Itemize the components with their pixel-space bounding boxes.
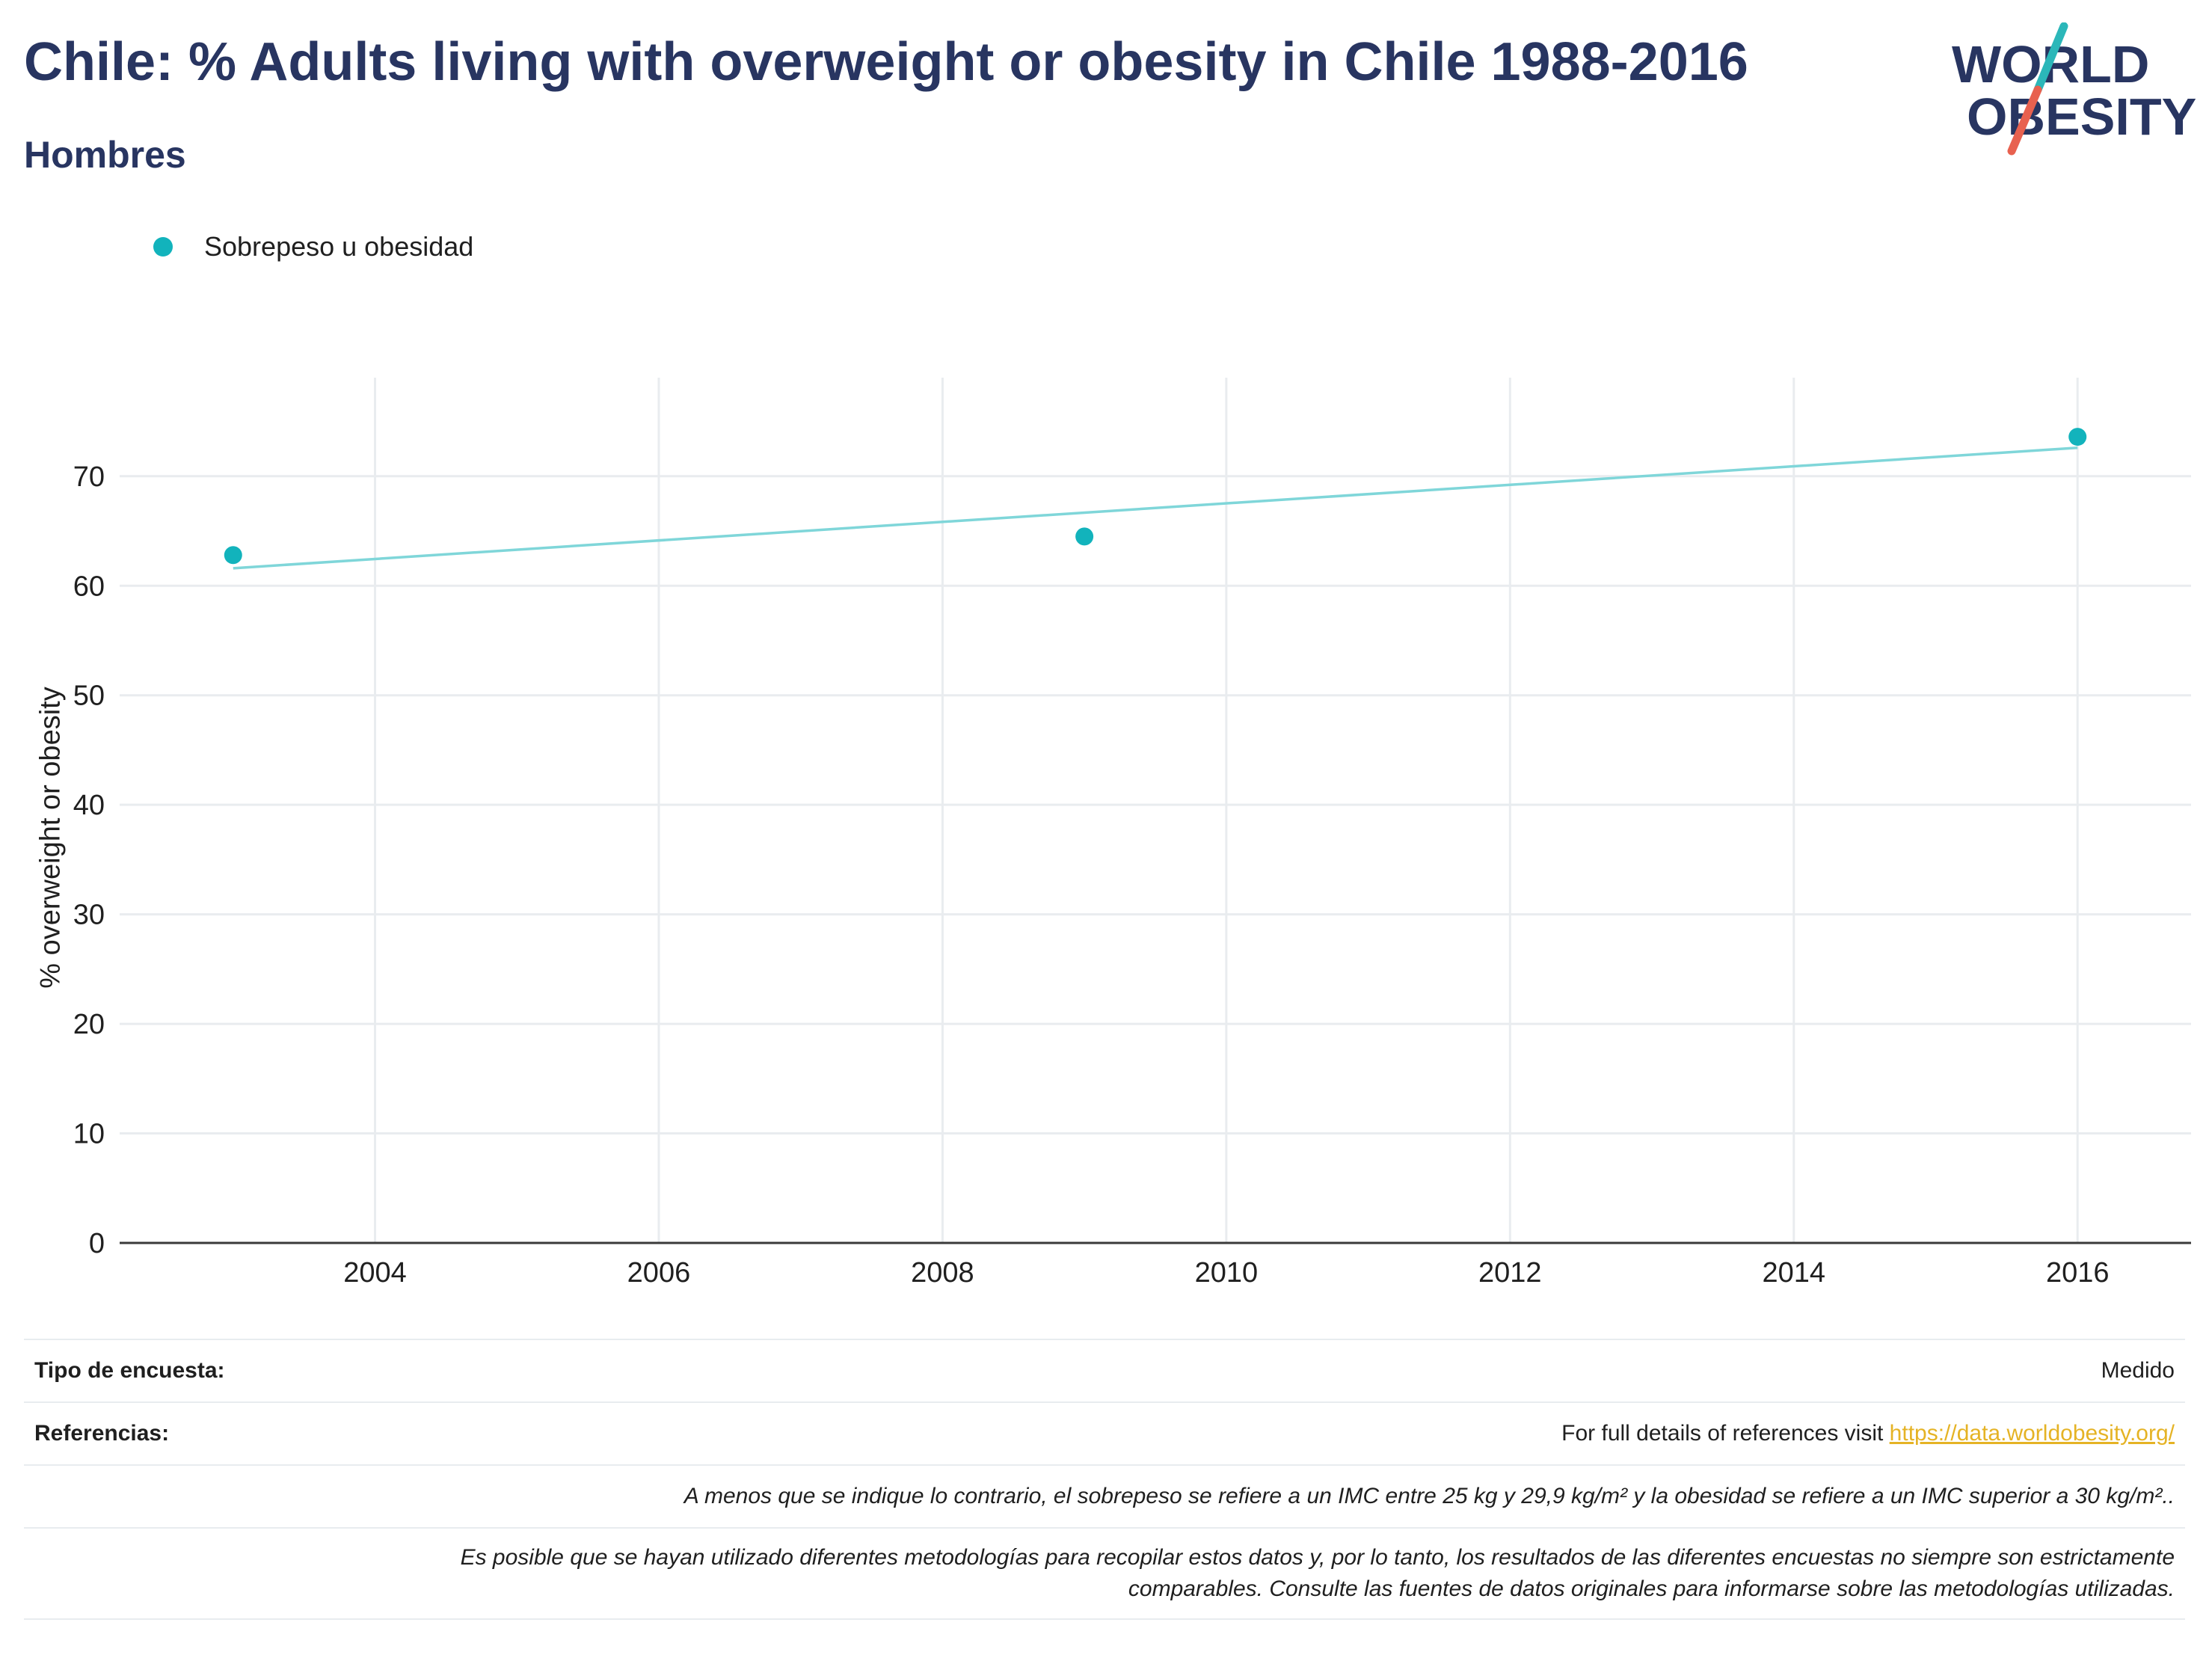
note-methodology-line2: comparables. Consulte las fuentes de dat… <box>1128 1576 2175 1601</box>
chart-title: Chile: % Adults living with overweight o… <box>24 32 1748 92</box>
references-link[interactable]: https://data.worldobesity.org/ <box>1889 1421 2175 1446</box>
chart-subtitle: Hombres <box>24 134 186 176</box>
survey-type-value: Medido <box>2101 1358 2175 1383</box>
legend-label: Sobrepeso u obesidad <box>204 231 474 262</box>
y-tick-label: 0 <box>89 1228 105 1259</box>
chart-plot-area: 0 10 20 30 40 50 60 70 2004 2006 2008 2010 2012 2014 2… <box>73 378 2191 1289</box>
x-tick-label: 2004 <box>343 1257 407 1289</box>
survey-type-label: Tipo de encuesta: <box>34 1358 225 1383</box>
references-value: For full details of references visit htt… <box>1561 1421 2175 1446</box>
footer-references-row: Referencias: For full details of referen… <box>24 1401 2185 1464</box>
y-tick-label: 50 <box>73 681 105 712</box>
references-label: Referencias: <box>34 1421 170 1446</box>
note-methodology-line1: Es posible que se hayan utilizado difere… <box>460 1545 2175 1570</box>
footer-survey-type-row: Tipo de encuesta: Medido <box>24 1339 2185 1401</box>
legend-marker-icon <box>153 237 173 257</box>
x-tick-label: 2016 <box>2046 1257 2110 1289</box>
y-tick-label: 40 <box>73 790 105 821</box>
note-definitions: A menos que se indique lo contrario, el … <box>683 1484 2175 1508</box>
y-tick-label: 70 <box>73 461 105 493</box>
x-tick-label: 2014 <box>1762 1257 1825 1289</box>
logo-teal-slash <box>2033 22 2068 94</box>
y-tick-label: 20 <box>73 1009 105 1040</box>
note-methodology: Es posible que se hayan utilizado difere… <box>461 1542 2175 1605</box>
world-obesity-logo: WORLD OBESITY <box>1952 22 2196 156</box>
chart-footer: Tipo de encuesta: Medido Referencias: Fo… <box>24 1339 2185 1620</box>
y-tick-label: 10 <box>73 1119 105 1150</box>
x-tick-label: 2010 <box>1195 1257 1259 1289</box>
data-point <box>2068 428 2087 446</box>
references-text: For full details of references visit <box>1561 1421 1884 1446</box>
footer-note-methodology: Es posible que se hayan utilizado difere… <box>24 1527 2185 1620</box>
x-tick-label: 2008 <box>911 1257 974 1289</box>
x-tick-label: 2006 <box>627 1257 691 1289</box>
chart-legend[interactable]: Sobrepeso u obesidad <box>153 224 473 269</box>
x-tick-label: 2012 <box>1478 1257 1542 1289</box>
trend-line <box>233 446 2078 570</box>
data-point <box>224 546 242 565</box>
y-tick-label: 30 <box>73 900 105 931</box>
y-tick-label: 60 <box>73 571 105 602</box>
data-point <box>1075 527 1094 546</box>
logo-word-obesity: OBESITY <box>1967 87 2196 146</box>
logo-red-slash <box>2007 85 2042 156</box>
footer-note-definitions: A menos que se indique lo contrario, el … <box>24 1464 2185 1527</box>
